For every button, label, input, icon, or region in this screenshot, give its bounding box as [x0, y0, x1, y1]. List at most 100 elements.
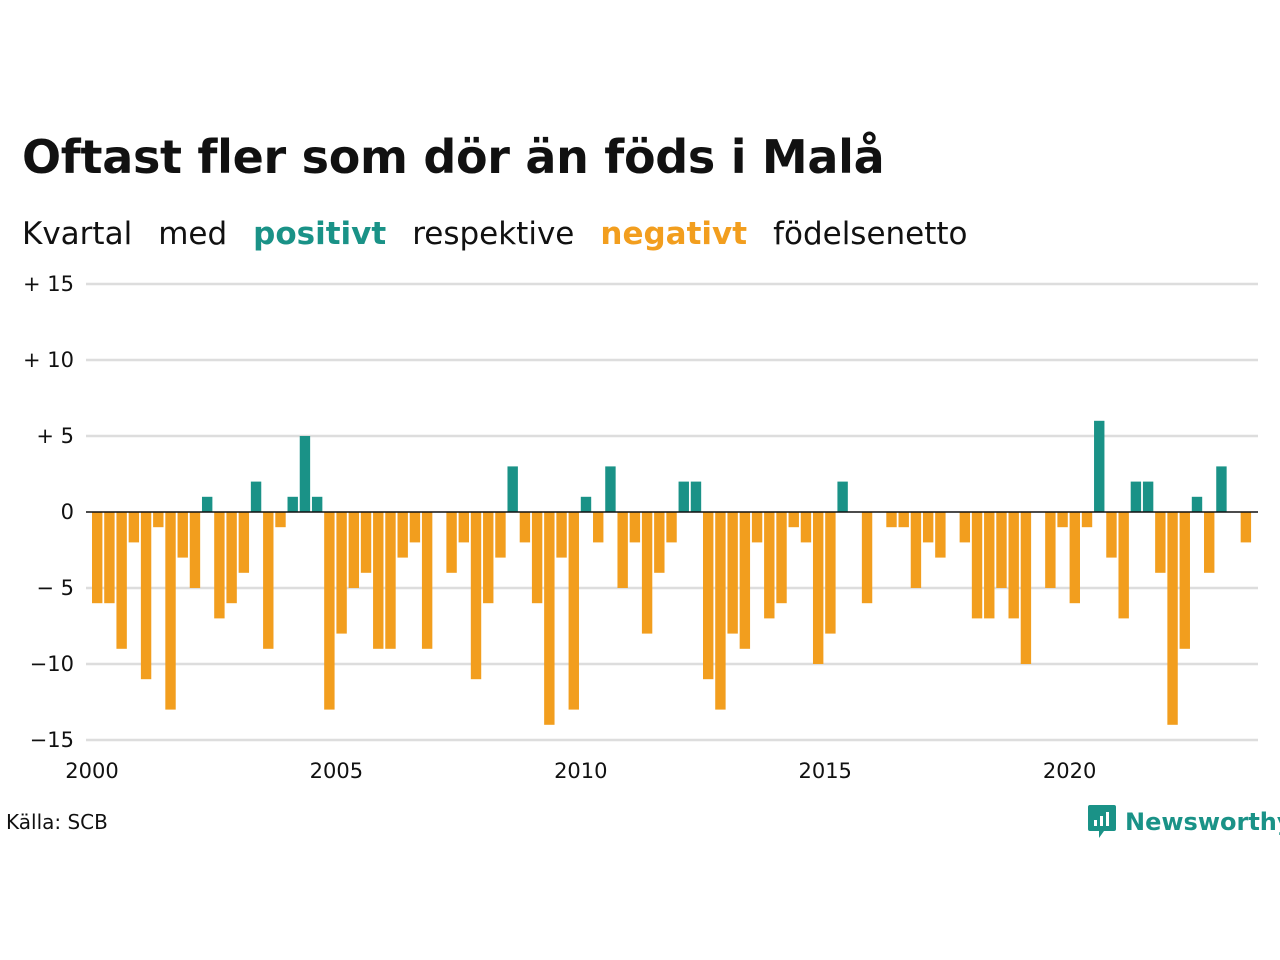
bar-negative — [446, 512, 457, 573]
bar-negative — [1179, 512, 1190, 649]
bar-negative — [654, 512, 665, 573]
bar-positive — [311, 496, 323, 512]
bar-positive — [250, 481, 262, 512]
bar-negative — [226, 512, 237, 604]
bar-negative — [140, 512, 152, 680]
bar-chart: + 15 + 10 + 5 0 − 5 −10 −15 2000 2005 2010 2015 202… — [23, 272, 1258, 783]
bar-negative — [666, 512, 677, 543]
bar-negative — [324, 512, 335, 710]
bar-negative — [812, 512, 824, 664]
bar-negative — [1167, 512, 1178, 725]
bar-negative — [764, 512, 775, 619]
bar-negative — [568, 512, 579, 710]
bar-negative — [910, 512, 922, 588]
bar-negative — [1057, 512, 1068, 528]
bar-negative — [275, 512, 286, 528]
x-tick-label: 2020 — [1043, 759, 1096, 783]
chart-subtitle: Kvartal med positivt respektive negativt föde… — [22, 216, 994, 252]
axis-labels: + 15 + 10 + 5 0 − 5 −10 −15 2000 2005 2010 2015 202… — [23, 272, 1096, 783]
bar-negative — [495, 512, 506, 558]
bar-negative — [104, 512, 115, 604]
newsworthy-logo-icon — [1088, 805, 1116, 838]
bar-negative — [971, 512, 983, 619]
subtitle-word: respektive — [412, 216, 575, 252]
bar-negative — [776, 512, 787, 604]
bar-negative — [348, 512, 360, 588]
bar-negative — [727, 512, 738, 634]
bar-positive — [837, 481, 848, 512]
y-tick-label: 0 — [61, 500, 74, 524]
bar-negative — [531, 512, 543, 604]
bar-negative — [641, 512, 653, 634]
x-tick-label: 2000 — [65, 759, 118, 783]
bar-negative — [153, 512, 164, 528]
bar-negative — [92, 512, 103, 604]
bar-negative — [263, 512, 274, 649]
bar-negative — [165, 512, 176, 710]
bar-negative — [739, 512, 751, 649]
bar-negative — [360, 512, 372, 573]
y-tick-label: − 5 — [36, 576, 74, 600]
bar-positive — [1094, 420, 1105, 512]
bar-negative — [116, 512, 127, 649]
bar-negative — [483, 512, 494, 604]
bar-positive — [287, 496, 298, 512]
bar-positive — [580, 496, 592, 512]
bar-negative — [959, 512, 971, 543]
x-tick-label: 2015 — [798, 759, 851, 783]
bar-negative — [214, 512, 225, 619]
bar-negative — [1204, 512, 1215, 573]
y-tick-label: + 10 — [23, 348, 74, 372]
bar-negative — [238, 512, 250, 573]
bars — [92, 420, 1252, 725]
bar-negative — [825, 512, 836, 634]
bar-positive — [678, 481, 689, 512]
subtitle-word: födelsenetto — [773, 216, 968, 252]
gridlines — [86, 282, 1258, 742]
bar-negative — [922, 512, 934, 543]
bar-positive — [1191, 496, 1203, 512]
bar-negative — [629, 512, 641, 543]
bar-positive — [299, 436, 311, 512]
bar-negative — [336, 512, 347, 634]
bar-negative — [177, 512, 188, 558]
bar-negative — [1081, 512, 1093, 528]
bar-negative — [1008, 512, 1019, 619]
y-tick-label: + 5 — [36, 424, 74, 448]
bar-negative — [593, 512, 604, 543]
bar-negative — [1045, 512, 1056, 588]
bar-negative — [1106, 512, 1117, 558]
bar-negative — [397, 512, 408, 558]
bar-negative — [898, 512, 909, 528]
bar-positive — [690, 481, 702, 512]
y-tick-label: + 15 — [23, 272, 74, 296]
bar-positive — [1130, 481, 1142, 512]
brand-name: Newsworthy — [1125, 808, 1280, 836]
bar-negative — [556, 512, 567, 558]
bar-negative — [984, 512, 995, 619]
bar-negative — [458, 512, 469, 543]
x-tick-label: 2005 — [310, 759, 363, 783]
subtitle-negative-label: negativt — [600, 216, 748, 252]
bar-negative — [189, 512, 201, 588]
bar-negative — [935, 512, 946, 558]
bar-negative — [751, 512, 763, 543]
subtitle-positive-label: positivt — [253, 216, 387, 252]
bar-positive — [201, 496, 213, 512]
bar-negative — [470, 512, 482, 680]
bar-negative — [385, 512, 396, 649]
bar-negative — [1155, 512, 1166, 573]
subtitle-word: med — [158, 216, 228, 252]
chart-title: Oftast fler som dör än föds i Malå — [22, 130, 885, 184]
brand-logo: Newsworthy — [1087, 804, 1280, 840]
bar-negative — [886, 512, 897, 528]
x-tick-label: 2010 — [554, 759, 607, 783]
bar-negative — [128, 512, 140, 543]
bar-negative — [373, 512, 384, 649]
bar-negative — [861, 512, 873, 604]
bar-negative — [1240, 512, 1252, 543]
bar-positive — [1142, 481, 1154, 512]
bar-negative — [1069, 512, 1080, 604]
bar-negative — [617, 512, 628, 588]
bar-negative — [1118, 512, 1129, 619]
